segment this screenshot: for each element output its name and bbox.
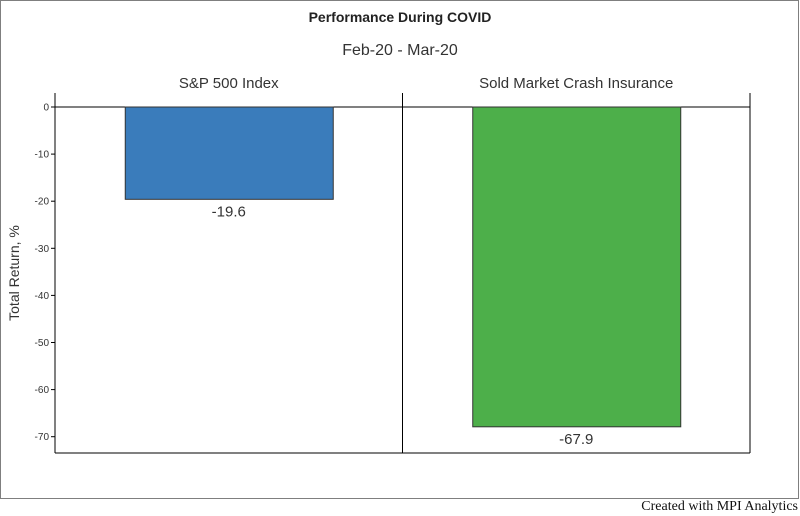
- y-axis-title: Total Return, %: [6, 225, 22, 321]
- panel-label: Sold Market Crash Insurance: [479, 75, 673, 92]
- y-tick-label: -10: [35, 150, 50, 161]
- y-tick-label: -20: [35, 197, 50, 208]
- y-tick-label: -50: [35, 338, 50, 349]
- y-tick-label: -30: [35, 244, 50, 255]
- chart-frame: [0, 0, 799, 499]
- y-tick-label: -70: [35, 432, 50, 443]
- bar-value-label: -19.6: [212, 203, 246, 220]
- y-tick-label: -40: [35, 291, 50, 302]
- panel-label: S&P 500 Index: [179, 75, 279, 92]
- credit-text: Created with MPI Analytics: [641, 499, 798, 514]
- y-tick-label: -60: [35, 385, 50, 396]
- bar: [124, 106, 334, 200]
- y-tick-label: 0: [43, 103, 49, 114]
- bar: [472, 106, 682, 428]
- chart-title: Performance During COVID: [308, 9, 492, 25]
- bar-value-label: -67.9: [559, 431, 593, 448]
- chart-subtitle: Feb-20 - Mar-20: [342, 42, 458, 59]
